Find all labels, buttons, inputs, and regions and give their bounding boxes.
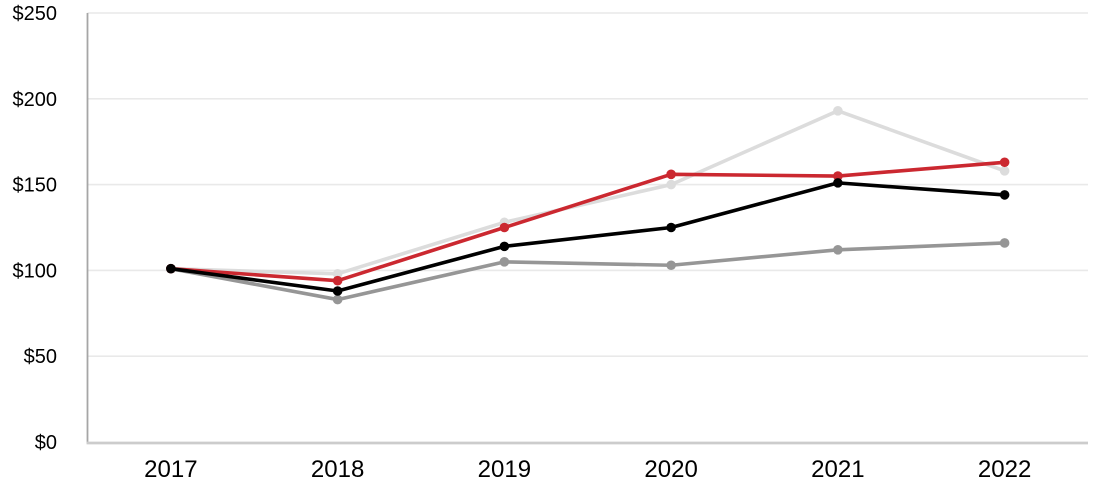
- gray-series-point-2022: [999, 238, 1010, 248]
- black-series-point-2020: [666, 222, 676, 233]
- black-series-point-2022: [999, 190, 1010, 200]
- x-axis-tick-label: 2022: [978, 456, 1031, 483]
- x-axis-tick-label: 2019: [478, 456, 531, 483]
- black-series-point-2019: [499, 241, 510, 252]
- x-axis-tick-label: 2020: [644, 456, 697, 483]
- red-series-point-2020: [666, 169, 676, 180]
- y-axis-tick-label: $250: [13, 3, 58, 25]
- y-axis-tick-label: $0: [35, 432, 57, 454]
- x-axis-tick-label: 2018: [311, 456, 364, 483]
- gray-series-point-2018: [332, 294, 343, 305]
- gray-series-point-2019: [499, 257, 510, 267]
- light-gray-series-point-2020: [666, 179, 676, 190]
- red-series-point-2021: [833, 171, 843, 181]
- gray-series-line: [169, 241, 1007, 302]
- y-axis-tick-label: $150: [13, 175, 58, 197]
- black-series-point-2021: [833, 178, 843, 188]
- red-series-point-2018: [332, 275, 343, 286]
- y-axis-tick-label: $200: [13, 89, 58, 111]
- black-series-line: [169, 181, 1007, 293]
- light-gray-series-line: [169, 109, 1007, 276]
- red-series-point-2019: [499, 222, 510, 233]
- light-gray-series-point-2021: [833, 106, 843, 116]
- x-axis-tick-label: 2017: [144, 456, 197, 483]
- black-series-point-2018: [332, 286, 343, 296]
- red-series-line: [169, 160, 1007, 283]
- y-axis-tick-label: $100: [13, 260, 58, 282]
- gray-series-point-2020: [666, 260, 676, 271]
- x-axis-tick-label: 2021: [811, 456, 864, 483]
- gray-series-point-2021: [833, 245, 843, 255]
- light-gray-series-point-2022: [999, 166, 1010, 176]
- red-series-point-2022: [999, 157, 1010, 168]
- black-series-point-2017: [166, 263, 176, 274]
- light-gray-series-point-2018: [332, 269, 343, 279]
- y-axis-tick-label: $50: [24, 346, 57, 368]
